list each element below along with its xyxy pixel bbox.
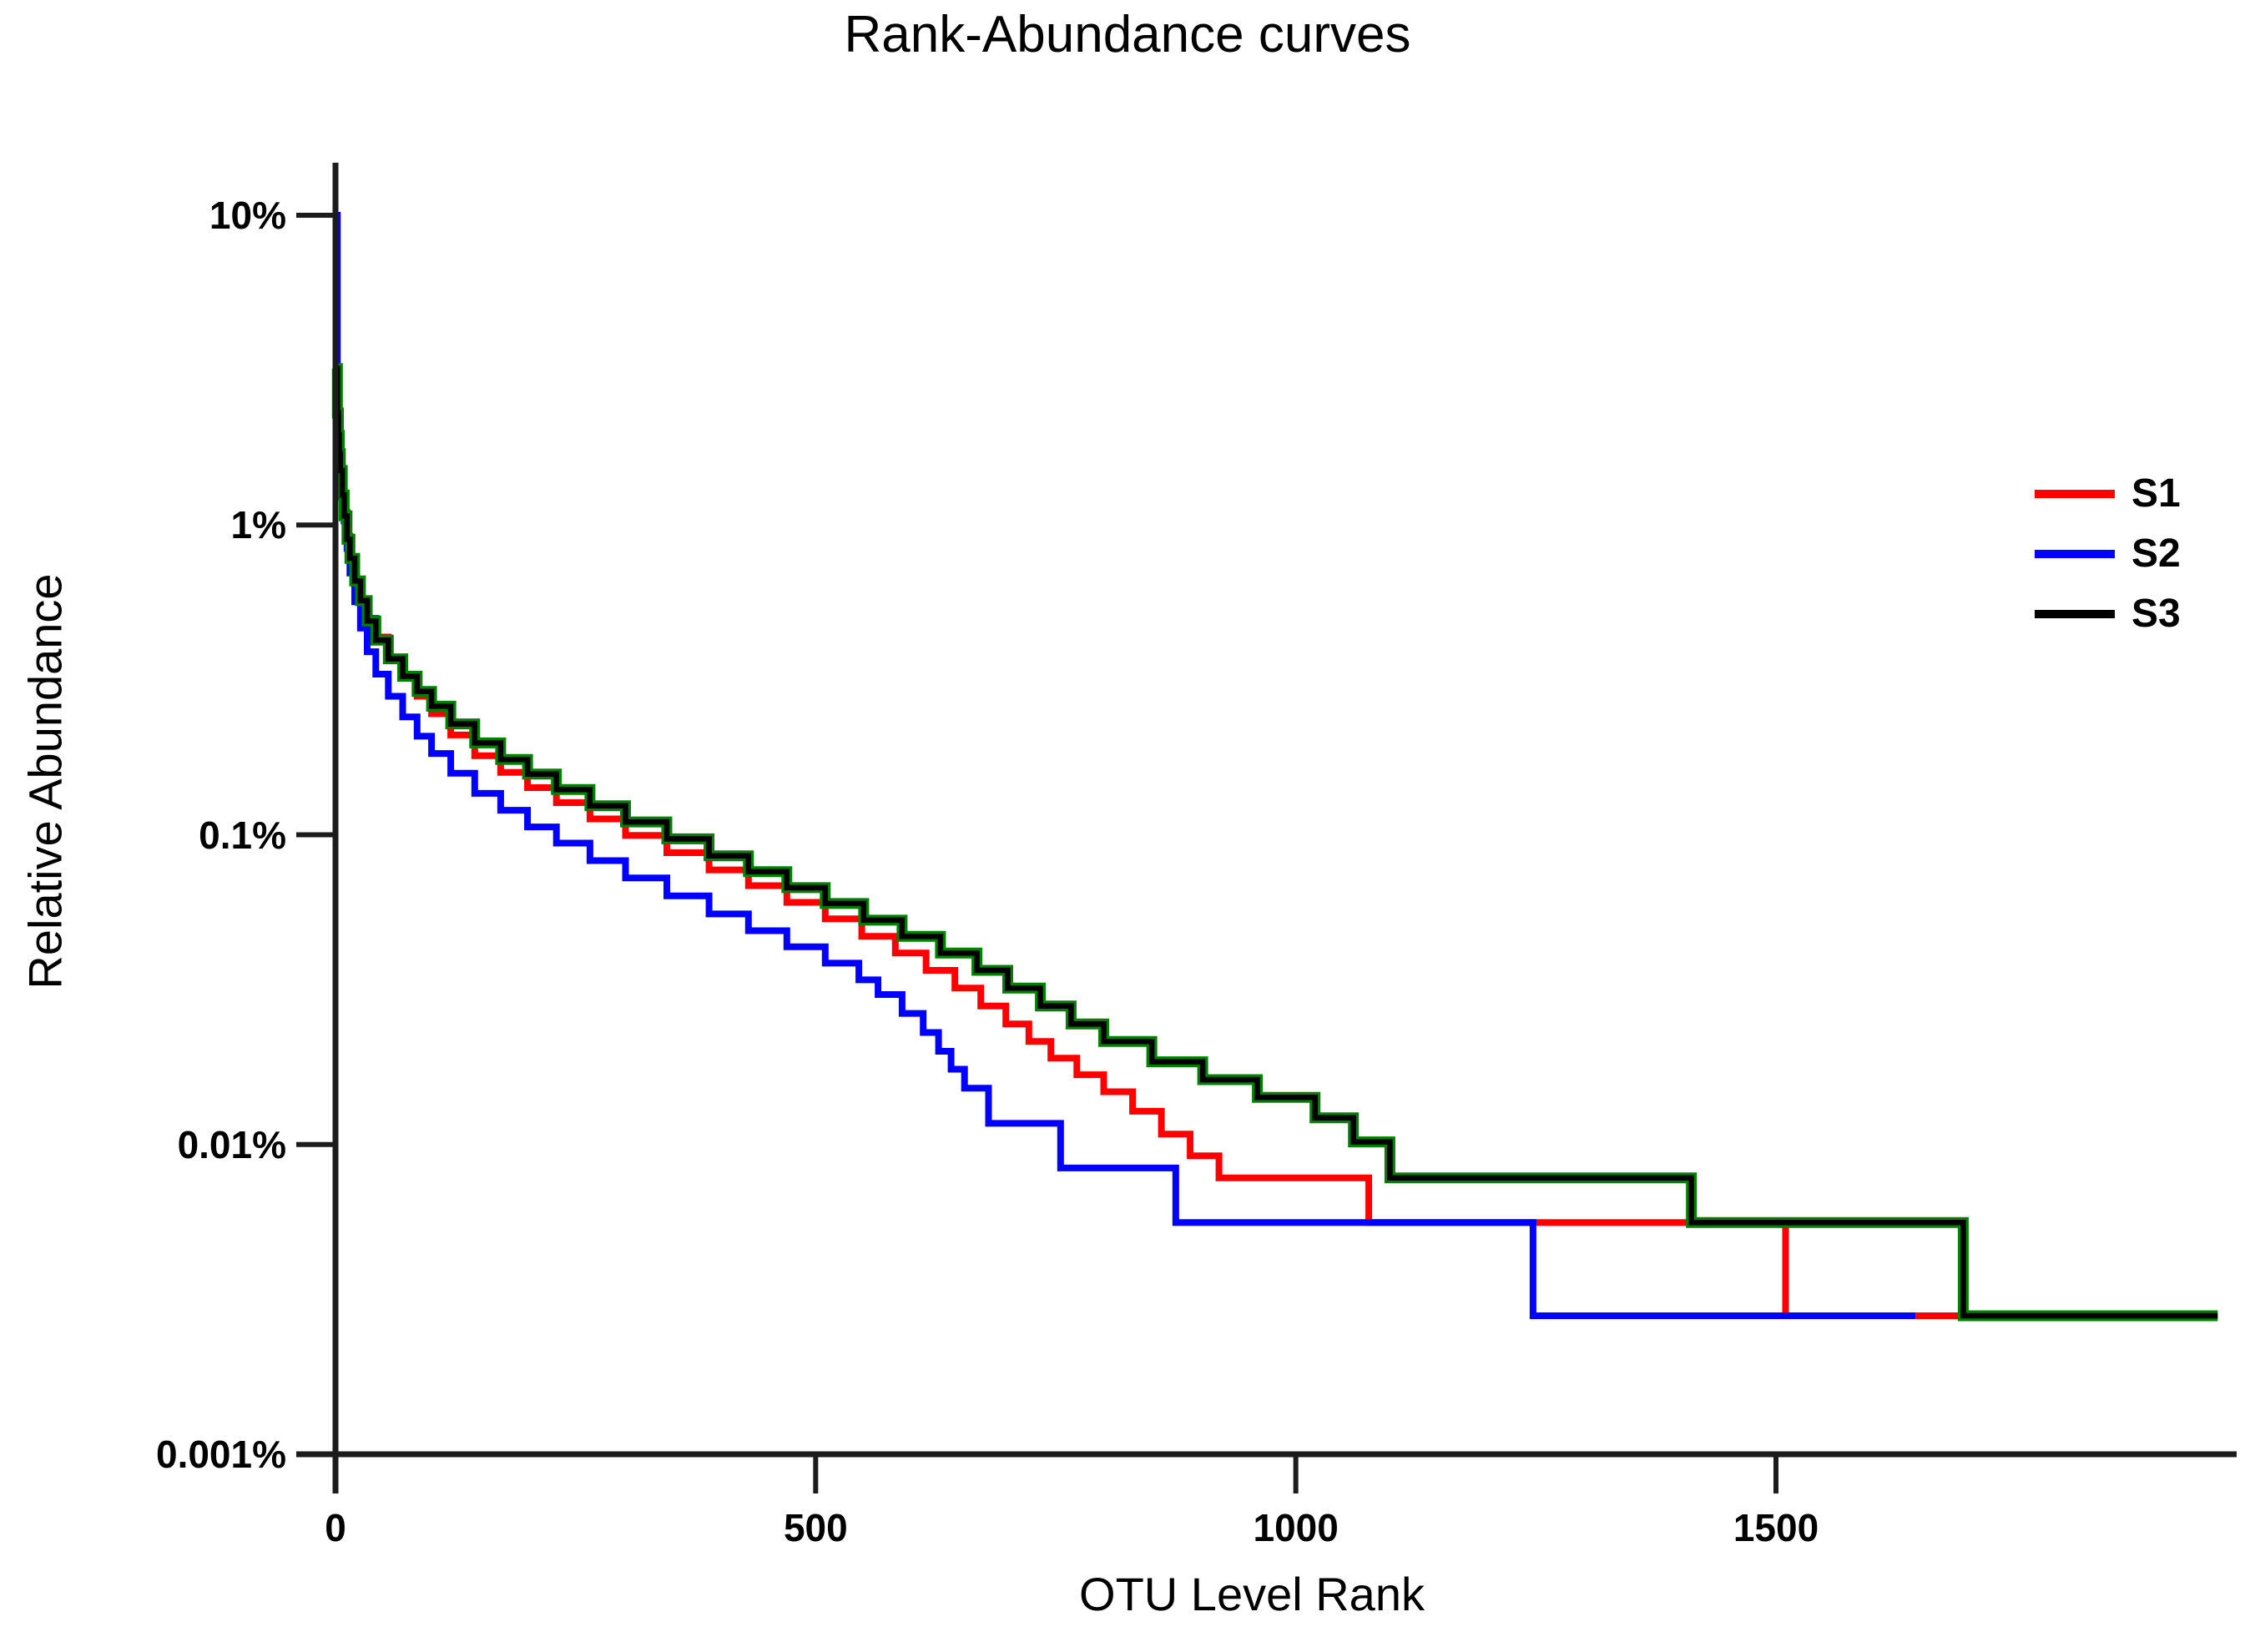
legend: S1 S2 S3 [2035,464,2181,644]
legend-item-s1: S1 [2035,464,2181,524]
x-tick-label: 500 [783,1506,848,1549]
x-axis-title: OTU Level Rank [1079,1568,1425,1620]
y-tick-label: 0.01% [177,1122,286,1166]
chart-title: Rank-Abundance curves [844,6,1411,63]
series-line-s2 [334,212,1915,1319]
legend-item-s3: S3 [2035,584,2181,644]
legend-item-s2: S2 [2035,524,2181,584]
legend-line-swatch [2035,610,2115,618]
legend-line-swatch [2035,490,2115,498]
legend-label: S3 [2131,592,2181,636]
x-tick-label: 1500 [1733,1506,1819,1549]
legend-label: S1 [2131,471,2181,516]
x-tick-label: 1000 [1253,1506,1339,1549]
y-tick-label: 10% [209,194,286,237]
series-line-s1 [334,393,2079,1319]
y-tick-label: 0.1% [199,813,286,857]
y-tick-label: 1% [230,503,286,547]
legend-label: S2 [2131,531,2181,576]
series-line-s3-halo [331,363,2218,1322]
y-tick-label: 0.001% [155,1433,286,1476]
series-line-s3 [335,365,2218,1319]
x-tick-label: 0 [325,1506,346,1549]
legend-line-swatch [2035,550,2115,558]
